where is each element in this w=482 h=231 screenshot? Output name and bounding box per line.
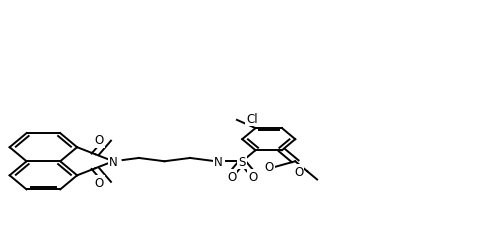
Text: N: N: [109, 155, 118, 168]
Text: O: O: [94, 176, 103, 189]
Text: O: O: [248, 170, 257, 183]
Text: N: N: [214, 155, 223, 168]
Text: S: S: [239, 155, 246, 168]
Text: O: O: [227, 170, 236, 183]
Text: O: O: [264, 161, 274, 173]
Text: O: O: [94, 134, 103, 147]
Text: H: H: [214, 153, 222, 163]
Text: Cl: Cl: [247, 113, 258, 126]
Text: O: O: [294, 165, 303, 178]
